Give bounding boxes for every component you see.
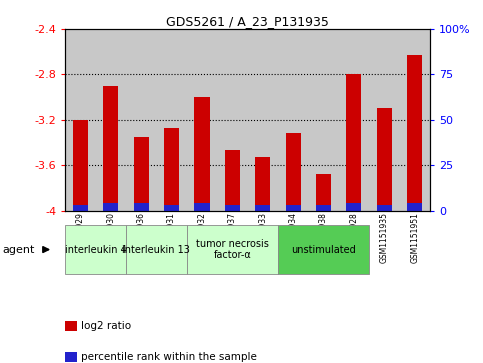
Bar [255,157,270,211]
Bar [285,134,301,211]
Bar [308,29,339,211]
Bar [377,205,392,211]
Bar [103,86,118,211]
Bar [103,203,118,211]
Bar [316,205,331,211]
Bar [248,29,278,211]
Bar [407,203,422,211]
Text: interleukin 13: interleukin 13 [122,245,190,254]
Bar [164,128,179,211]
Bar [126,29,156,211]
Bar [164,205,179,211]
Bar [255,205,270,211]
Bar [316,174,331,211]
Text: tumor necrosis
factor-α: tumor necrosis factor-α [196,239,269,260]
Bar [225,150,240,211]
Title: GDS5261 / A_23_P131935: GDS5261 / A_23_P131935 [166,15,329,28]
Bar [377,109,392,211]
Bar [187,29,217,211]
Text: interleukin 4: interleukin 4 [65,245,127,254]
Bar [399,29,430,211]
Bar [194,203,210,211]
Bar [285,205,301,211]
Bar [194,97,210,211]
Bar [217,29,248,211]
Bar [225,205,240,211]
Bar [134,137,149,211]
Text: percentile rank within the sample: percentile rank within the sample [81,352,256,362]
Bar [346,74,361,211]
Bar [369,29,399,211]
Bar [73,205,88,211]
Bar [346,203,361,211]
Bar [156,29,187,211]
Bar [96,29,126,211]
Bar [339,29,369,211]
Text: log2 ratio: log2 ratio [81,321,131,331]
Text: agent: agent [2,245,35,254]
Bar [278,29,308,211]
Text: unstimulated: unstimulated [291,245,356,254]
Bar [73,120,88,211]
Bar [134,203,149,211]
Bar [407,55,422,211]
Bar [65,29,96,211]
